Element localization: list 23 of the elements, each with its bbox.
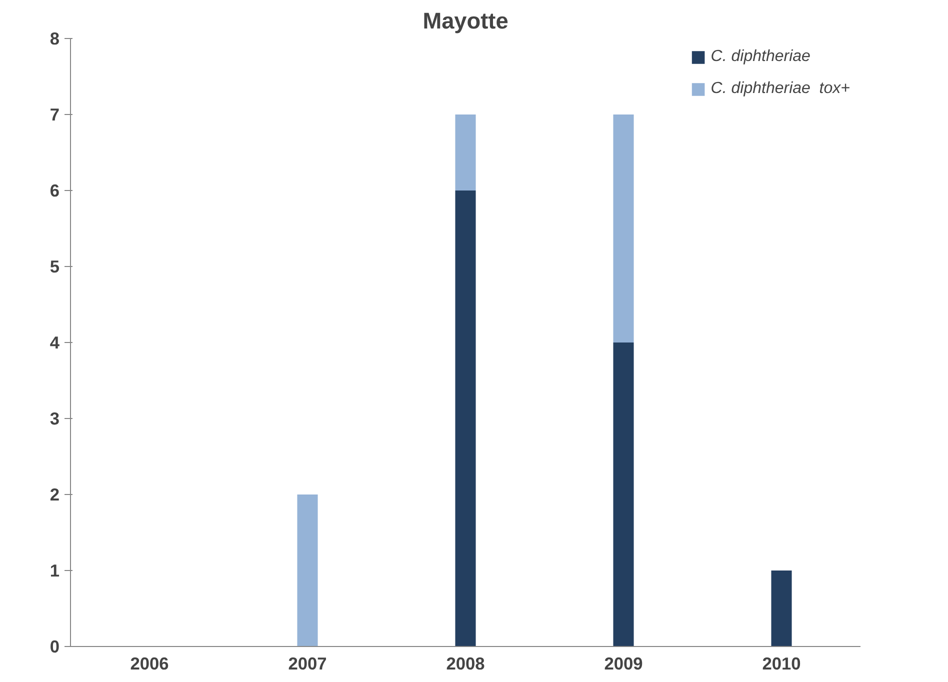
- y-tick-label: 6: [50, 180, 60, 200]
- x-tick-label: 2008: [446, 654, 486, 674]
- bar: [297, 494, 318, 646]
- y-tick-label: 4: [50, 332, 60, 352]
- bar: [455, 114, 476, 190]
- legend-label: C. diphtheriae: [710, 48, 810, 66]
- y-tick-label: 3: [50, 408, 60, 428]
- y-tick-label: 2: [50, 484, 60, 504]
- x-tick-label: 2009: [604, 654, 643, 674]
- y-tick-label: 1: [50, 560, 60, 580]
- bar: [613, 342, 634, 646]
- y-tick-label: 0: [50, 636, 60, 656]
- bar: [613, 114, 634, 342]
- chart-title: Mayotte: [422, 8, 508, 34]
- bar: [455, 190, 476, 646]
- x-tick-label: 2010: [762, 654, 801, 674]
- x-tick-label: 2007: [288, 654, 327, 674]
- legend-label: C. diphtheriae tox+: [710, 80, 850, 98]
- y-tick-label: 5: [50, 256, 60, 276]
- x-tick-label: 2006: [130, 654, 170, 674]
- y-tick-label: 8: [50, 28, 60, 48]
- bar: [771, 570, 792, 646]
- y-tick-label: 7: [50, 104, 60, 124]
